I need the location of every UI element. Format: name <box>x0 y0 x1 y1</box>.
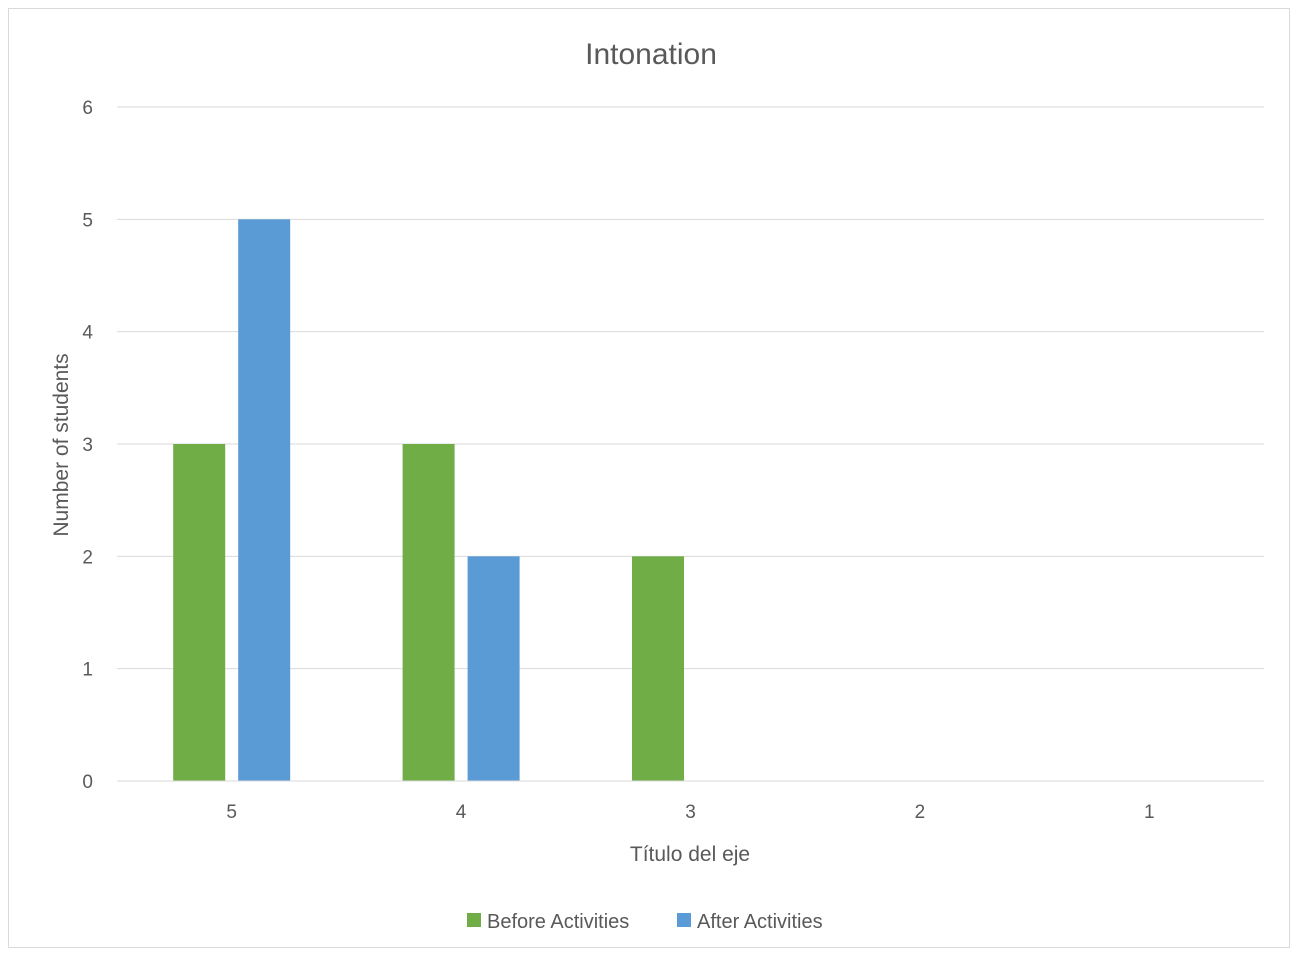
y-tick-label: 4 <box>82 323 93 344</box>
x-tick-label: 1 <box>1144 802 1155 823</box>
x-tick-label: 4 <box>456 802 467 823</box>
bar <box>402 444 455 781</box>
y-tick-label: 1 <box>82 660 93 681</box>
bar <box>467 556 520 781</box>
legend-swatch <box>677 913 691 927</box>
chart-title: Intonation <box>585 38 717 71</box>
bar <box>173 444 226 781</box>
y-tick-label: 6 <box>82 98 93 119</box>
legend-label: Before Activities <box>487 911 629 933</box>
y-tick-label: 2 <box>82 547 93 568</box>
bars <box>173 219 684 782</box>
x-tick-label: 5 <box>226 802 237 823</box>
y-tick-label: 5 <box>82 210 93 231</box>
y-tick-label: 0 <box>82 772 93 793</box>
y-axis-ticks: 0 1 2 3 4 5 6 <box>82 98 93 793</box>
y-tick-label: 3 <box>82 435 93 456</box>
bar <box>632 556 684 781</box>
x-axis-title: Título del eje <box>630 843 750 866</box>
legend-label: After Activities <box>697 911 823 933</box>
bar <box>238 219 291 782</box>
y-axis-title: Number of students <box>50 353 73 536</box>
x-axis-ticks: 5 4 3 2 1 <box>226 802 1154 823</box>
legend-swatch <box>467 913 481 927</box>
x-tick-label: 2 <box>915 802 926 823</box>
legend: Before Activities After Activities <box>467 911 823 933</box>
gridlines <box>117 106 1264 670</box>
x-tick-label: 3 <box>685 802 696 823</box>
